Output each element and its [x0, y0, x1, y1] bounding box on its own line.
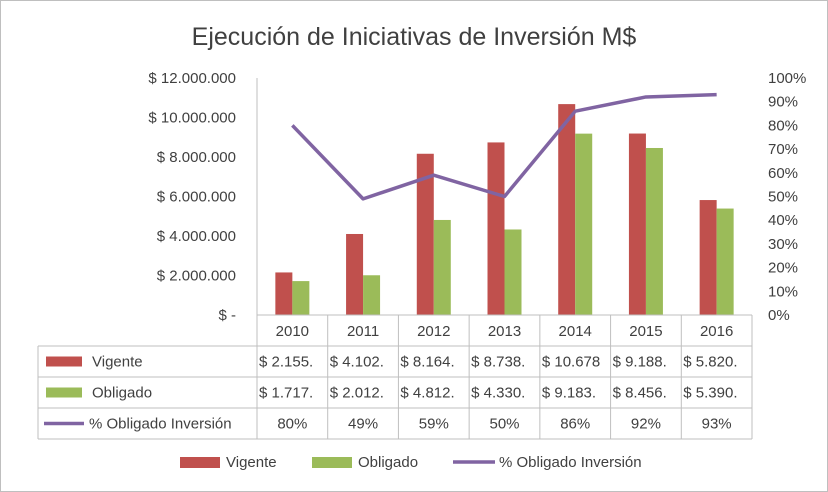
- table-key-vigente: [46, 356, 82, 367]
- bar-obligado-2015: [645, 147, 663, 315]
- legend-label: % Obligado Inversión: [499, 454, 642, 471]
- table-cell-value: $ 2.012.: [330, 385, 384, 402]
- legend-key-vigente: [180, 457, 220, 468]
- category-label: 2014: [559, 323, 592, 340]
- y-tick-label: $ 12.000.000: [148, 70, 236, 87]
- bar-obligado-2011: [363, 275, 381, 315]
- table-cell-value: $ 5.820.: [683, 354, 737, 371]
- table-cell-value: $ 8.164.: [400, 354, 454, 371]
- chart-title: Ejecución de Iniciativas de Inversión M$: [192, 23, 637, 51]
- table-series-name: Vigente: [92, 354, 143, 371]
- table-cell-value: 93%: [702, 416, 732, 433]
- table-cell-value: $ 9.183.: [542, 385, 596, 402]
- category-label: 2010: [276, 323, 309, 340]
- y2-tick-label: 40%: [768, 212, 798, 229]
- y-tick-label: $ 8.000.000: [157, 149, 236, 166]
- category-label: 2015: [629, 323, 662, 340]
- category-label: 2013: [488, 323, 521, 340]
- bar-obligado-2012: [433, 219, 451, 315]
- y2-tick-label: 20%: [768, 260, 798, 277]
- bar-vigente-2012: [416, 153, 434, 315]
- legend-key-obligado: [312, 457, 352, 468]
- table-cell-value: $ 1.717.: [259, 385, 313, 402]
- y-tick-label: $ 2.000.000: [157, 268, 236, 285]
- table-cell-value: $ 4.812.: [400, 385, 454, 402]
- table-cell-value: $ 9.188.: [613, 354, 667, 371]
- table-cell-value: $ 5.390.: [683, 385, 737, 402]
- table-cell-value: 80%: [277, 416, 307, 433]
- table-cell-value: $ 4.102.: [330, 354, 384, 371]
- bar-vigente-2013: [487, 142, 505, 315]
- y2-tick-label: 90%: [768, 94, 798, 111]
- table-cell-value: 50%: [489, 416, 519, 433]
- table-cell-value: 92%: [631, 416, 661, 433]
- bar-obligado-2010: [292, 281, 310, 315]
- category-label: 2012: [417, 323, 450, 340]
- y-tick-label: $ 6.000.000: [157, 189, 236, 206]
- bar-obligado-2013: [504, 229, 522, 315]
- table-cell-value: 86%: [560, 416, 590, 433]
- y2-tick-label: 70%: [768, 141, 798, 158]
- table-cell-value: $ 4.330.: [471, 385, 525, 402]
- bar-vigente-2014: [558, 104, 576, 315]
- table-cell-value: 59%: [419, 416, 449, 433]
- y-tick-label: $ 4.000.000: [157, 228, 236, 245]
- table-cell-value: $ 10.678: [542, 354, 600, 371]
- y2-tick-label: 80%: [768, 117, 798, 134]
- y2-tick-label: 60%: [768, 165, 798, 182]
- table-series-name: Obligado: [92, 385, 152, 402]
- y2-tick-label: 30%: [768, 236, 798, 253]
- category-label: 2011: [347, 323, 379, 340]
- bar-vigente-2015: [628, 133, 646, 315]
- y2-tick-label: 50%: [768, 189, 798, 206]
- table-cell-value: $ 8.456.: [613, 385, 667, 402]
- line-obligado-inversion: [291, 92, 717, 201]
- table-cell-value: 49%: [348, 416, 378, 433]
- y-tick-label: $ -: [218, 307, 236, 324]
- y-tick-label: $ 10.000.000: [148, 110, 236, 127]
- legend-label: Obligado: [358, 454, 418, 471]
- bar-obligado-2016: [716, 208, 734, 315]
- bar-vigente-2016: [699, 200, 717, 315]
- bar-obligado-2014: [575, 133, 593, 315]
- bar-vigente-2010: [275, 272, 293, 315]
- bar-vigente-2011: [346, 233, 364, 315]
- table-key-obligado: [46, 387, 82, 398]
- legend-label: Vigente: [226, 454, 277, 471]
- category-label: 2016: [700, 323, 733, 340]
- y2-tick-label: 10%: [768, 283, 798, 300]
- y2-tick-label: 0%: [768, 307, 790, 324]
- table-cell-value: $ 8.738.: [471, 354, 525, 371]
- table-series-name: % Obligado Inversión: [89, 416, 232, 433]
- table-cell-value: $ 2.155.: [259, 354, 313, 371]
- y2-tick-label: 100%: [768, 70, 806, 87]
